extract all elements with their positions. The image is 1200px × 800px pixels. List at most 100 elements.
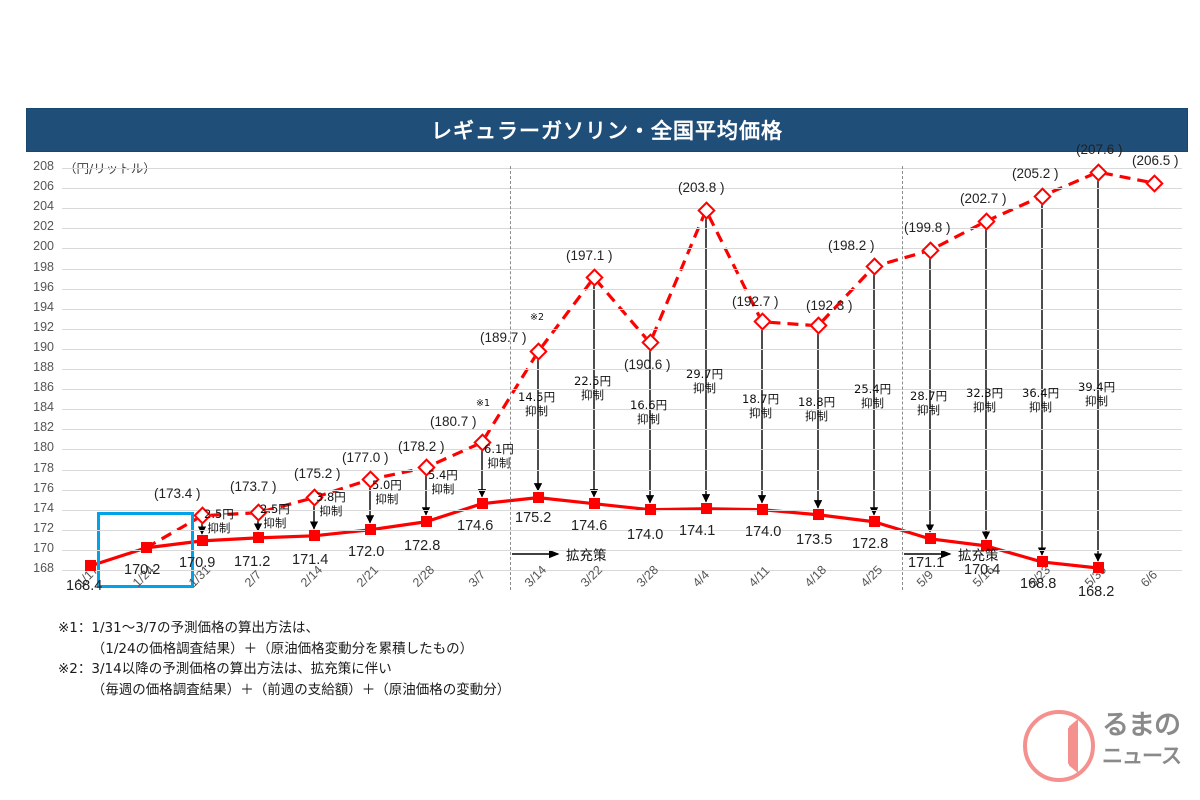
actual-value-label-2-21: 172.0 <box>348 543 385 560</box>
policy-label-1: 拡充策 <box>566 548 607 564</box>
note-mark-1: ※1 <box>476 398 491 410</box>
x-axis-tick-label-5-9: 5/9 <box>914 567 937 590</box>
gridline <box>62 429 1182 431</box>
x-axis-tick-label-4-25: 4/25 <box>858 562 886 590</box>
actual-value-label-5-23: 168.8 <box>1020 575 1057 592</box>
footnotes: ※1：1/31〜3/7の予測価格の算出方法は、 （1/24の価格調査結果）＋（原… <box>58 618 510 700</box>
forecast-value-label-3-28: (190.6 ) <box>624 356 671 372</box>
y-axis-tick-label: 208 <box>33 159 54 173</box>
forecast-marker-3-14 <box>528 342 548 362</box>
actual-value-label-3-22: 174.6 <box>571 517 608 534</box>
footnote-line-1: ※1：1/31〜3/7の予測価格の算出方法は、 <box>58 620 319 636</box>
suppression-suffix: 抑制 <box>431 481 455 496</box>
forecast-marker-4-18 <box>808 316 828 335</box>
actual-value-label-5-9: 171.1 <box>908 554 945 571</box>
forecast-marker-5-9 <box>920 241 940 260</box>
actual-marker-3-14 <box>532 492 544 504</box>
actual-value-label-5-30: 168.2 <box>1078 583 1115 600</box>
actual-value-label-4-25: 172.8 <box>852 535 889 552</box>
gridline <box>62 469 1182 471</box>
forecast-value-label-5-16: (202.7 ) <box>960 191 1007 207</box>
suppression-suffix: 抑制 <box>263 515 287 530</box>
actual-value-label-1-31: 170.9 <box>179 554 216 571</box>
actual-marker-3-22 <box>588 498 600 510</box>
suppression-suffix: 抑制 <box>375 491 399 506</box>
forecast-marker-3-22 <box>584 268 604 287</box>
x-axis-tick-label-2-7: 2/7 <box>242 567 265 590</box>
actual-marker-2-14 <box>308 530 320 542</box>
gridline <box>62 570 1182 571</box>
actual-value-label-3-28: 174.0 <box>627 526 664 543</box>
y-axis-tick-label: 182 <box>33 420 54 435</box>
suppression-label-4-18: 18.8円 抑制 <box>798 394 836 423</box>
gridline <box>62 328 1182 330</box>
actual-marker-2-28 <box>420 516 432 528</box>
actual-marker-3-28 <box>644 504 656 516</box>
actual-value-label-2-28: 172.8 <box>404 537 441 554</box>
policy-divider-5-9 <box>902 166 903 590</box>
forecast-value-label-3-14: (189.7 ) <box>480 329 527 345</box>
gridline <box>62 168 1182 169</box>
suppression-label-2-7: 2.5円 抑制 <box>260 501 290 530</box>
suppression-label-4-11: 18.7円 抑制 <box>742 391 780 420</box>
footnote-line-2: （1/24の価格調査結果）＋（原油価格変動分を累積したもの） <box>58 640 474 657</box>
forecast-value-label-6-6: (206.5 ) <box>1132 153 1179 169</box>
y-axis-tick-label: 206 <box>33 179 54 194</box>
suppression-label-1-31: 2.5円 抑制 <box>204 506 234 535</box>
y-axis-tick-label: 204 <box>33 199 54 214</box>
suppression-suffix: 抑制 <box>693 380 717 395</box>
gridline <box>62 449 1182 451</box>
actual-value-label-4-18: 173.5 <box>796 531 833 548</box>
gridline <box>62 208 1182 210</box>
y-axis-tick-label: 188 <box>33 360 54 374</box>
x-axis-tick-label-2-28: 2/28 <box>410 562 438 590</box>
suppression-label-5-23: 36.4円 抑制 <box>1022 385 1060 414</box>
gridline <box>62 489 1182 491</box>
actual-value-label-4-11: 174.0 <box>745 523 782 540</box>
suppression-label-5-9: 28.7円 抑制 <box>910 388 948 417</box>
suppression-suffix: 抑制 <box>207 520 231 535</box>
y-axis-tick-label: 186 <box>33 380 54 395</box>
actual-marker-5-9 <box>924 533 936 545</box>
forecast-value-label-2-28: (178.2 ) <box>398 439 445 455</box>
x-axis-tick-label-3-14: 3/14 <box>522 562 550 590</box>
gridline <box>62 288 1182 290</box>
actual-marker-4-18 <box>812 509 824 521</box>
actual-value-label-1-24: 170.2 <box>124 561 161 578</box>
suppression-label-3-7: 6.1円 抑制 <box>484 441 514 470</box>
suppression-label-2-21: 5.0円 抑制 <box>372 477 402 506</box>
y-axis-tick-label: 200 <box>33 239 54 254</box>
forecast-value-label-5-9: (199.8 ) <box>904 220 951 236</box>
actual-value-label-2-7: 171.2 <box>234 553 271 570</box>
gridline <box>62 348 1182 350</box>
actual-marker-1-17 <box>84 560 96 572</box>
forecast-value-label-2-14: (175.2 ) <box>294 465 341 481</box>
y-axis-tick-label: 180 <box>33 440 54 455</box>
gridline <box>62 409 1182 411</box>
y-axis-tick-label: 192 <box>33 319 54 334</box>
x-axis-tick-label-4-18: 4/18 <box>802 562 830 590</box>
y-axis-tick-label: 168 <box>33 561 54 575</box>
gridline <box>62 308 1182 310</box>
site-logo: るまの ニュース <box>1022 703 1188 789</box>
y-axis-tick-label: 178 <box>33 460 54 475</box>
forecast-value-label-4-4: (203.8 ) <box>678 180 725 196</box>
actual-marker-1-24 <box>140 542 152 554</box>
suppression-suffix: 抑制 <box>319 503 343 518</box>
forecast-value-label-4-11: (192.7 ) <box>732 293 779 309</box>
x-axis-tick-label-6-6: 6/6 <box>1138 567 1161 590</box>
gridline <box>62 529 1182 531</box>
suppression-suffix: 抑制 <box>749 405 773 420</box>
policy-label-2: 拡充策 <box>958 548 999 564</box>
x-axis-tick-label-4-11: 4/11 <box>746 563 773 590</box>
suppression-suffix: 抑制 <box>487 455 511 470</box>
x-axis-tick-label-3-22: 3/22 <box>578 562 606 590</box>
gridline <box>62 509 1182 511</box>
actual-value-label-2-14: 171.4 <box>292 551 329 568</box>
logo-text: るまの ニュース <box>1102 711 1182 769</box>
suppression-suffix: 抑制 <box>581 387 605 402</box>
y-axis-tick-label: 176 <box>33 480 54 495</box>
suppression-label-2-14: 3.8円 抑制 <box>316 489 346 518</box>
actual-value-label-4-4: 174.1 <box>679 522 716 539</box>
